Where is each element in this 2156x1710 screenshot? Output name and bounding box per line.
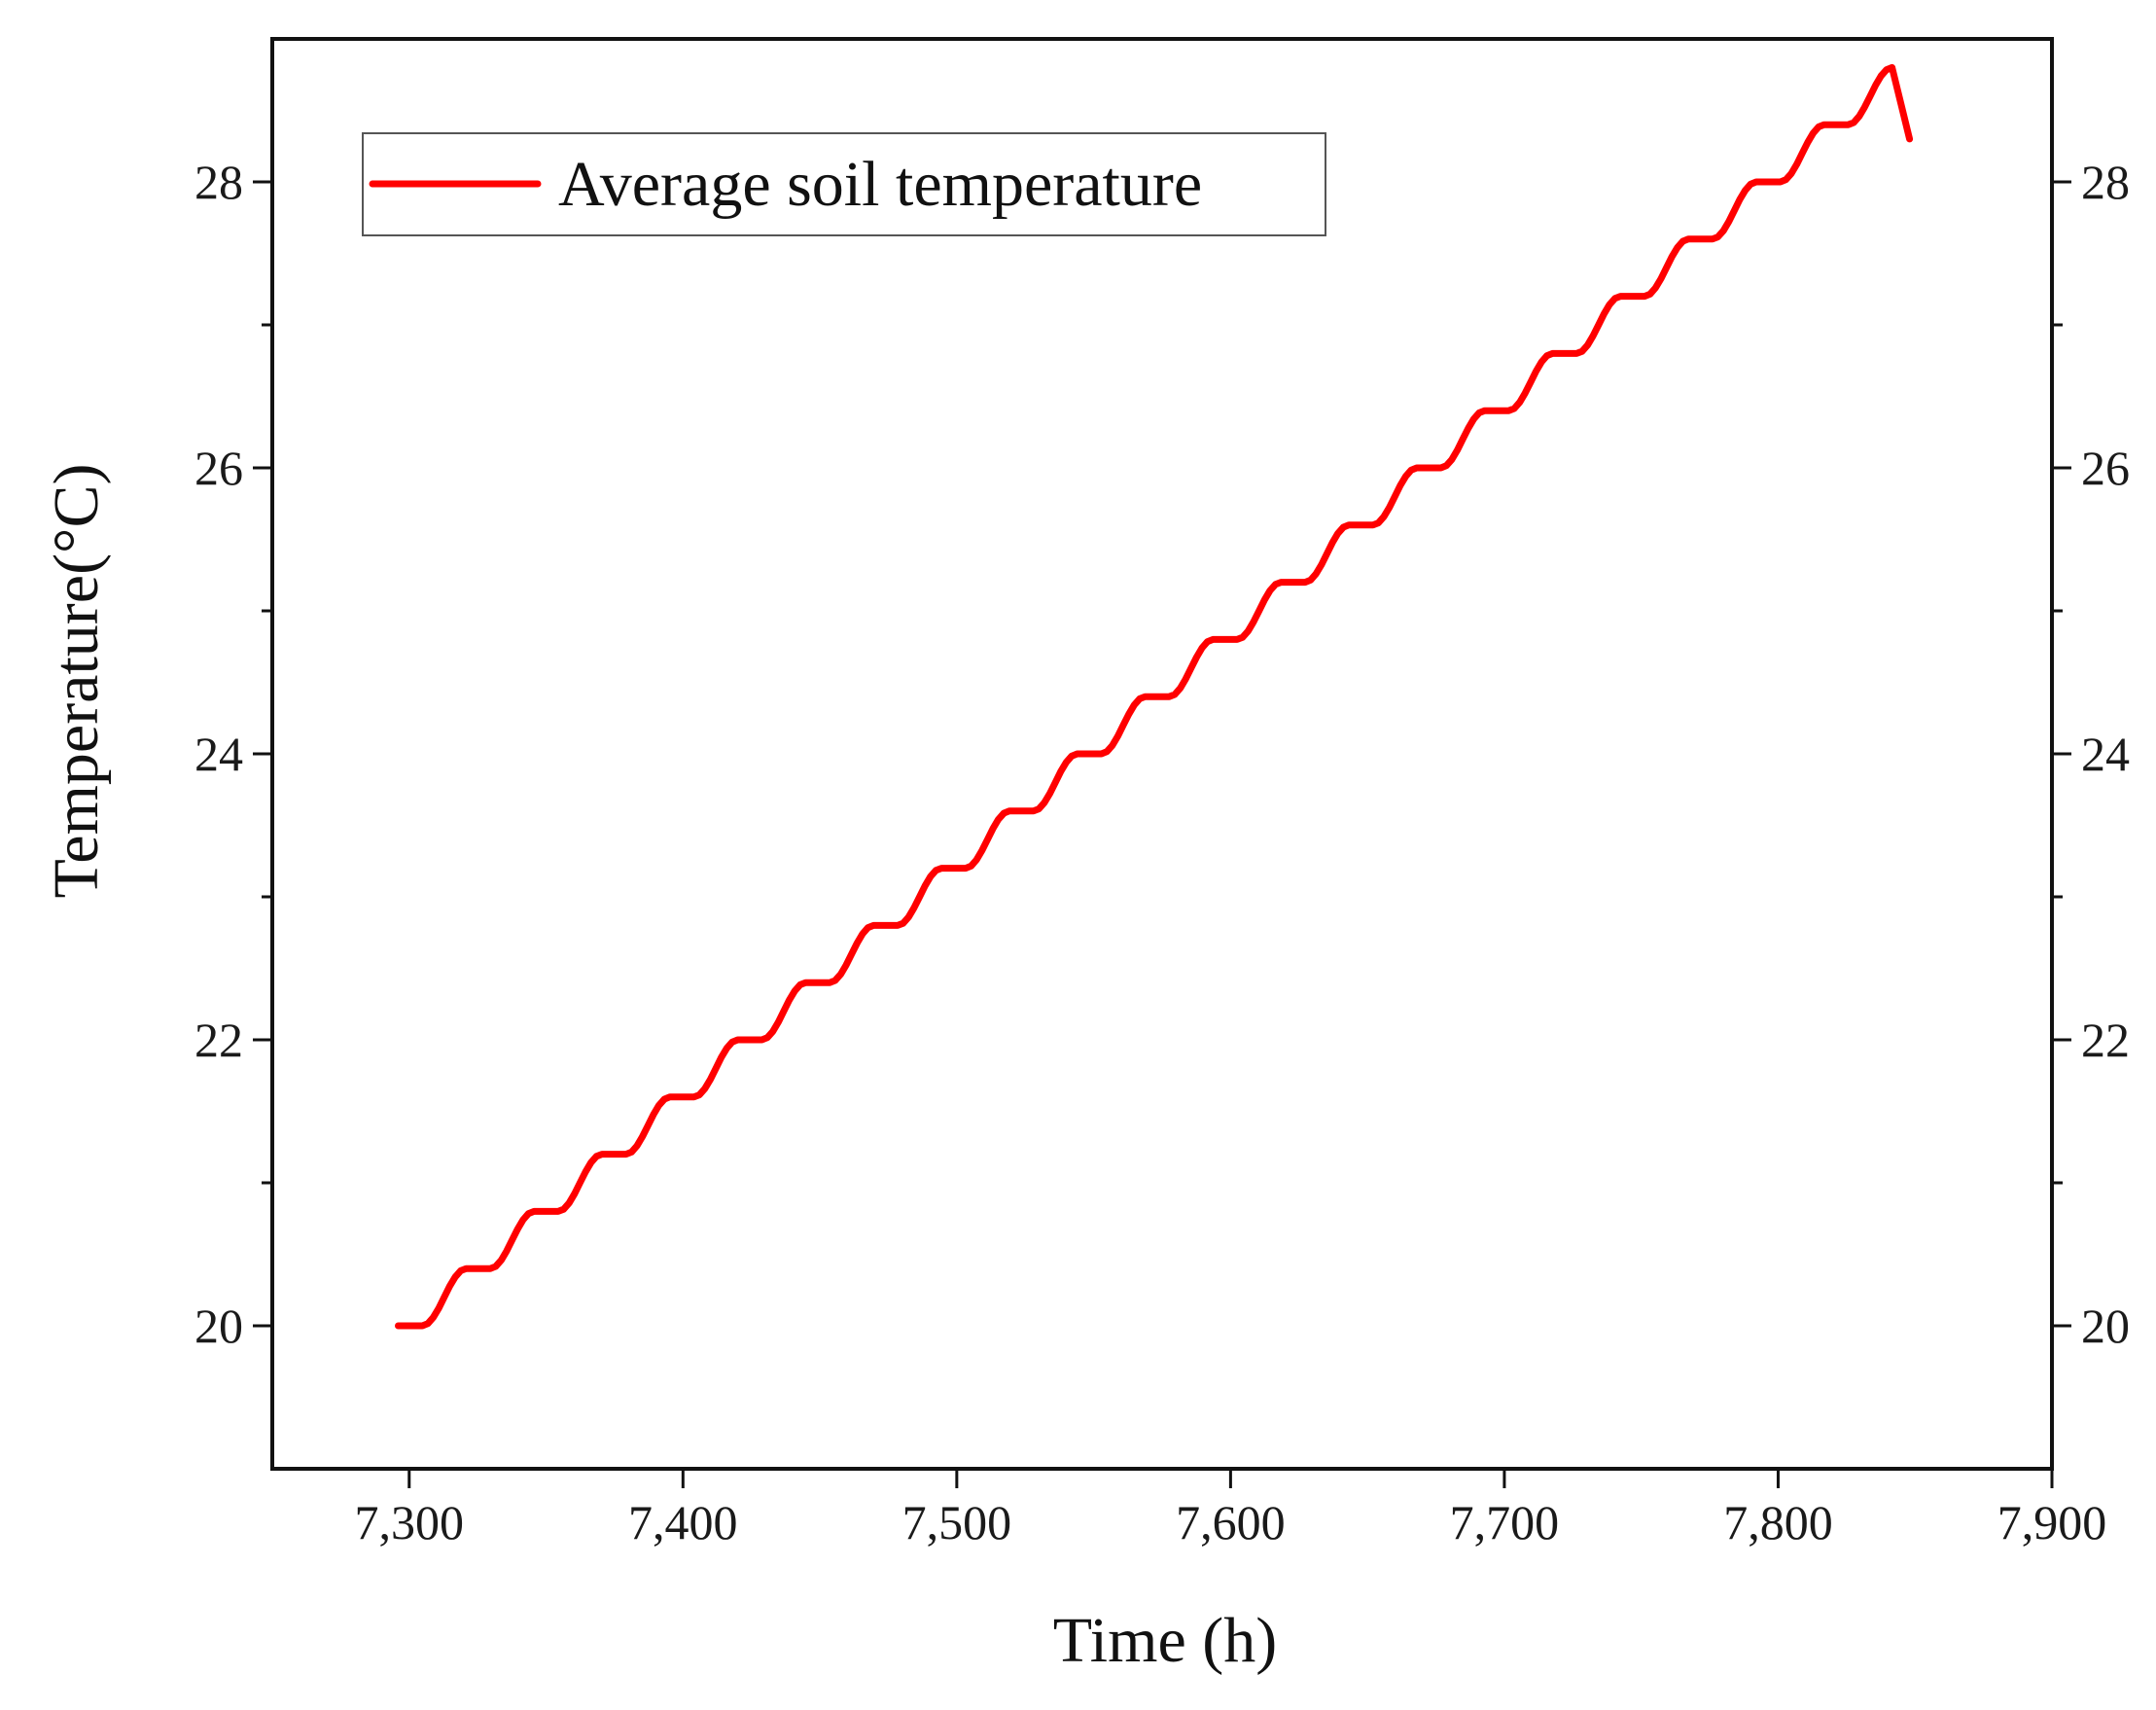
y-tick-label-left-28: 28	[194, 155, 243, 209]
y-tick-label-right-28: 28	[2081, 155, 2130, 209]
y-tick-label-right-26: 26	[2081, 441, 2130, 495]
y-tick-label-right-22: 22	[2081, 1013, 2130, 1067]
y-tick-label-right-20: 20	[2081, 1299, 2130, 1353]
x-tick-label-7500: 7,500	[902, 1495, 1012, 1550]
plot-background	[272, 39, 2052, 1469]
x-tick-label-7700: 7,700	[1450, 1495, 1560, 1550]
legend: Average soil temperature	[362, 132, 1326, 236]
y-axis-title: Temperature(°C)	[41, 464, 112, 899]
axes-layer: 7,300 7,400 7,500 7,600 7,700 7,800 7,900 20 20 2…	[194, 37, 2130, 1550]
y-tick-label-left-20: 20	[194, 1299, 243, 1353]
x-axis-title: Time (h)	[1053, 1605, 1277, 1676]
x-tick-label-7400: 7,400	[628, 1495, 738, 1550]
x-tick-label-7900: 7,900	[1997, 1495, 2107, 1550]
y-tick-label-left-22: 22	[194, 1013, 243, 1067]
series-line-average-soil-temperature	[395, 63, 1914, 1330]
x-tick-label-7600: 7,600	[1176, 1495, 1286, 1550]
y-tick-label-right-24: 24	[2081, 727, 2130, 781]
legend-label-average-soil-temperature: Average soil temperature	[558, 149, 1202, 220]
plot-area	[272, 39, 2052, 1469]
y-tick-label-left-24: 24	[194, 727, 243, 781]
series-layer	[395, 63, 1914, 1330]
x-tick-label-7300: 7,300	[355, 1495, 465, 1550]
y-tick-label-left-26: 26	[194, 441, 243, 495]
x-tick-label-7800: 7,800	[1723, 1495, 1833, 1550]
